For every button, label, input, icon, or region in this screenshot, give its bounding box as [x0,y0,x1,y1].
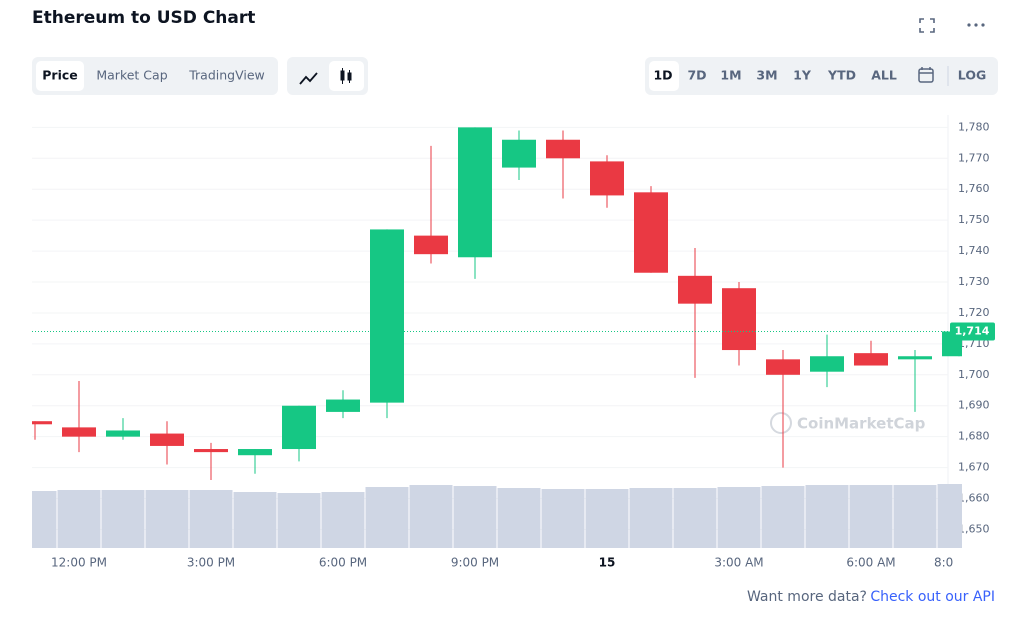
candle-body [194,449,228,453]
candle-body [150,433,184,446]
volume-bar [189,490,233,548]
range-button[interactable]: 7D [687,68,706,83]
y-tick-label: 1,770 [958,151,990,164]
y-tick-label: 1,730 [958,275,990,288]
x-tick-label: 6:00 AM [846,556,895,570]
candle-body [502,139,536,168]
tab[interactable]: Market Cap [96,68,167,83]
x-tick-label: 6:00 PM [319,556,367,570]
volume-bar [761,486,805,548]
y-tick-label: 1,650 [958,522,990,535]
volume-bar [497,488,541,548]
volume-bar [937,484,962,548]
volume-bar [145,490,189,548]
y-tick-label: 1,700 [958,368,990,381]
plot: CoinMarketCap [32,127,962,548]
x-tick-label: 12:00 PM [51,556,107,570]
candle-body [106,430,140,437]
volume-bar [629,488,673,548]
y-tick-label: 1,780 [958,120,990,133]
candle-body [854,353,888,366]
chart-title: Ethereum to USD Chart [32,8,255,28]
volume-bar [409,485,453,548]
tab-selected [36,61,84,91]
candle-body [590,161,624,196]
tab[interactable]: Price [42,68,78,83]
range-button[interactable]: 1M [720,68,741,83]
candle-body [810,356,844,372]
volume-bar [453,486,497,548]
candle-body [458,127,492,258]
volume-bar [541,489,585,548]
candle-body [370,229,404,403]
candle-body [62,427,96,437]
range-group [645,57,998,95]
fullscreen-icon[interactable] [919,18,935,33]
y-tick-label: 1,670 [958,461,990,474]
api-link[interactable]: Check out our API [870,589,995,605]
log-button[interactable]: LOG [958,68,986,83]
y-tick-label: 1,760 [958,182,990,195]
y-tick-label: 1,680 [958,430,990,443]
line-chart-icon[interactable] [299,72,318,85]
volume-bar [893,485,937,548]
candle-body [678,275,712,304]
volume-bar [717,487,761,548]
candle-body [282,405,316,450]
volume-bar [849,485,893,548]
x-tick-label: 9:00 PM [451,556,499,570]
candle-body [766,359,800,375]
last-price-label: 1,714 [955,325,990,338]
x-tick-label: 8:0 [934,556,953,570]
tab[interactable]: TradingView [188,68,265,83]
y-tick-label: 1,750 [958,213,990,226]
more-data-text: Want more data? [747,589,867,605]
candle-body [32,421,52,425]
volume-bar [673,488,717,548]
watermark-logo [770,412,792,434]
candle-body [414,235,448,255]
calendar-icon[interactable] [918,67,934,83]
volume-bar [277,493,321,548]
range-button[interactable]: 1D [653,68,672,83]
chart-type-selected [329,61,364,91]
y-tick-label: 1,690 [958,399,990,412]
y-tick-label: 1,740 [958,244,990,257]
candle-chart-icon[interactable] [340,68,352,84]
last-price-box [950,322,995,341]
y-tick-label: 1,660 [958,492,990,505]
volume-bar [805,485,849,548]
range-button[interactable]: 1Y [793,68,812,83]
x-tick-label: 3:00 AM [714,556,763,570]
volume-bar [57,490,101,548]
candle-body [546,139,580,159]
more-icon[interactable] [967,23,985,27]
y-tick-label: 1,720 [958,306,990,319]
volume-bar [585,489,629,548]
candle-body [238,449,272,456]
x-tick-label: 15 [599,556,616,570]
candle-body [898,356,932,360]
range-selected [649,61,679,91]
tab-group [32,57,278,95]
range-button[interactable]: ALL [871,68,897,83]
range-button[interactable]: YTD [827,68,856,83]
x-tick-label: 3:00 PM [187,556,235,570]
candle-body [722,288,756,351]
watermark: CoinMarketCap [797,415,926,433]
candle-body [326,399,360,412]
range-button[interactable]: 3M [756,68,777,83]
volume-bar [32,491,57,548]
volume-bar [365,487,409,548]
volume-bar [233,492,277,548]
volume-bar [321,492,365,548]
candle-body [634,192,668,273]
volume-bar [101,490,145,548]
